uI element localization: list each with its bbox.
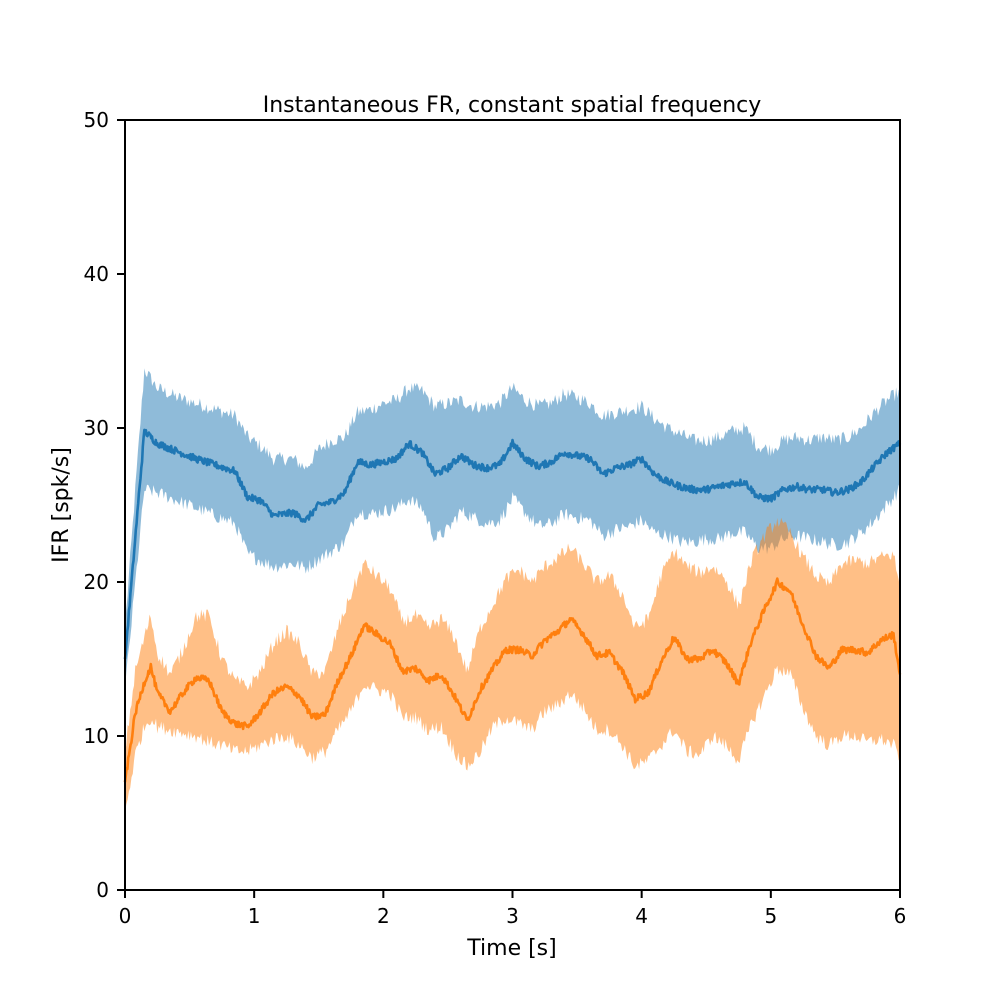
x-tick-label: 2	[377, 904, 390, 928]
x-axis-ticks: 0 1 2 3 4 5 6	[119, 890, 907, 928]
series-lines	[123, 428, 902, 783]
chart-title: Instantaneous FR, constant spatial frequ…	[263, 93, 762, 118]
y-axis-label: IFR [spk/s]	[49, 447, 74, 563]
confidence-band-2	[125, 517, 900, 813]
confidence-bands	[125, 368, 900, 813]
x-tick-label: 5	[764, 904, 777, 928]
x-tick-label: 3	[506, 904, 519, 928]
x-tick-label: 0	[119, 904, 132, 928]
x-tick-label: 6	[894, 904, 907, 928]
y-tick-label: 0	[96, 878, 109, 902]
series-line-1	[123, 428, 902, 660]
y-tick-label: 20	[84, 570, 109, 594]
y-tick-label: 40	[84, 262, 109, 286]
y-tick-label: 50	[84, 108, 109, 132]
x-tick-label: 4	[635, 904, 648, 928]
series-line-2	[123, 577, 902, 783]
y-tick-label: 30	[84, 416, 109, 440]
x-axis-label: Time [s]	[466, 936, 556, 961]
y-tick-label: 10	[84, 724, 109, 748]
y-axis-ticks: 0 10 20 30 40 50	[84, 108, 125, 902]
x-tick-label: 1	[248, 904, 261, 928]
confidence-band-1	[125, 368, 900, 690]
